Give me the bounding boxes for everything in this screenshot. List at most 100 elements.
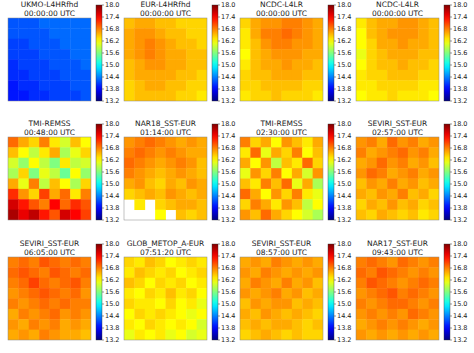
cell [271, 319, 282, 330]
cell [292, 147, 303, 158]
cell [134, 288, 145, 299]
colorbar-tick [218, 304, 220, 305]
cell [271, 91, 282, 101]
colorbar-tick [450, 77, 452, 78]
panel-title: NAR17_SST-EUR [367, 239, 428, 248]
colorbar-label: 13.8 [337, 204, 351, 212]
cell [81, 60, 91, 71]
cell [408, 49, 419, 60]
cell [271, 70, 282, 81]
cell [408, 60, 419, 71]
cell [387, 80, 398, 91]
cell [429, 299, 439, 310]
cell [145, 18, 156, 29]
cell [271, 49, 282, 60]
cell [39, 189, 50, 200]
cell [197, 158, 207, 169]
cell [292, 299, 303, 310]
cell [250, 28, 261, 39]
cell [366, 199, 377, 210]
cell [418, 210, 429, 220]
panel-subtitle: 09:43:00 UTC [372, 248, 423, 257]
cell [29, 18, 40, 29]
colorbar-tick [450, 148, 452, 149]
cell [70, 60, 81, 71]
cell [166, 309, 177, 320]
cell [366, 80, 377, 91]
cell [282, 28, 293, 39]
cell [387, 299, 398, 310]
cell [50, 278, 61, 289]
cell [240, 168, 251, 179]
cell [186, 199, 197, 210]
cell [81, 267, 91, 278]
cell [197, 267, 207, 278]
colorbar-label: 15.0 [453, 180, 467, 188]
cell [356, 137, 367, 148]
cell [70, 189, 81, 200]
cell [155, 70, 166, 81]
cell [145, 80, 156, 91]
colorbar [328, 5, 334, 101]
cell [145, 91, 156, 101]
cell [282, 158, 293, 169]
colorbar-tick [450, 340, 452, 341]
cell [18, 199, 29, 210]
cell [313, 319, 323, 330]
cell [377, 60, 388, 71]
colorbar-label: 16.8 [337, 25, 351, 33]
cell [240, 278, 251, 289]
cell [250, 168, 261, 179]
cell [197, 60, 207, 71]
cell [70, 168, 81, 179]
cell [429, 257, 439, 268]
cell [176, 278, 187, 289]
cell [124, 309, 135, 320]
cell [408, 147, 419, 158]
cell [70, 147, 81, 158]
cell [377, 278, 388, 289]
cell [124, 91, 135, 101]
cell [176, 319, 187, 330]
cell [70, 319, 81, 330]
cell [155, 168, 166, 179]
colorbar-label: 16.2 [453, 37, 467, 45]
colorbar-label: 14.4 [337, 192, 351, 200]
cell [398, 278, 409, 289]
colorbar-tick [450, 17, 452, 18]
cell [18, 309, 29, 320]
cell [408, 210, 419, 220]
cell [186, 39, 197, 50]
cell [186, 288, 197, 299]
colorbar-label: 17.4 [337, 252, 351, 260]
cell [261, 267, 272, 278]
colorbar [444, 244, 450, 340]
colorbar-label: 16.8 [221, 264, 235, 272]
cell [18, 189, 29, 200]
cell [356, 70, 367, 81]
cell [70, 257, 81, 268]
cell [60, 319, 71, 330]
cell [261, 60, 272, 71]
cell [176, 179, 187, 190]
cell [418, 18, 429, 29]
cell [197, 137, 207, 148]
cell [124, 189, 135, 200]
cell [155, 319, 166, 330]
cell [387, 330, 398, 340]
heatmap [240, 18, 323, 101]
cell [271, 39, 282, 50]
cell [39, 168, 50, 179]
cell [8, 39, 19, 50]
cell [356, 49, 367, 60]
colorbar-tick [334, 268, 336, 269]
cell [271, 18, 282, 29]
cell [186, 28, 197, 39]
cell [429, 288, 439, 299]
cell [282, 70, 293, 81]
colorbar-tick [450, 268, 452, 269]
cell [250, 60, 261, 71]
cell [408, 28, 419, 39]
cell [39, 257, 50, 268]
colorbar-tick [102, 124, 104, 125]
